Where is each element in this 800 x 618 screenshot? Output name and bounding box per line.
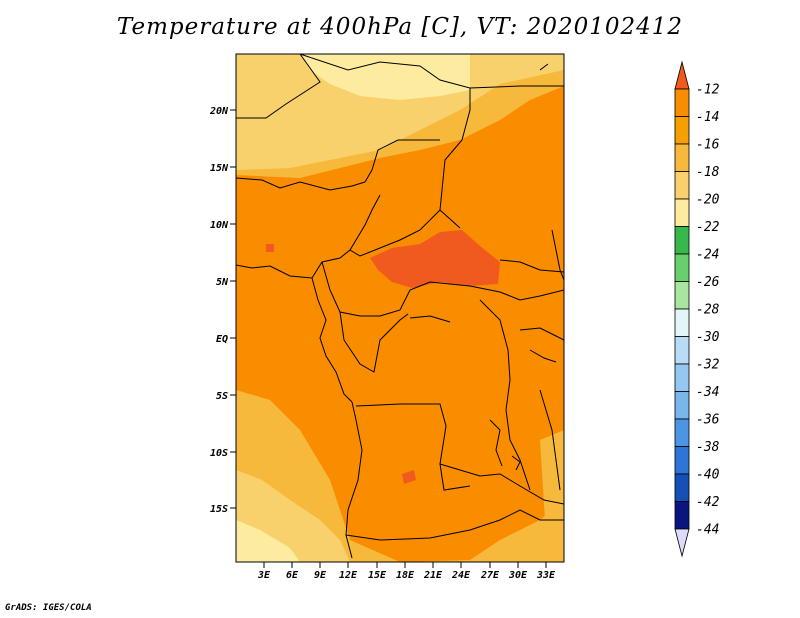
lon-label-27e: 27E	[480, 570, 500, 581]
colorbar-label: -34	[696, 385, 719, 400]
lon-label-12e: 12E	[339, 570, 358, 581]
field-east-strip	[530, 430, 564, 562]
colorbar-label: -40	[696, 468, 720, 483]
colorbar-label: -24	[696, 248, 719, 263]
grads-credit: GrADS: IGES/COLA	[5, 603, 92, 613]
map-title: Temperature at 400hPa [C], VT: 202010241…	[116, 14, 684, 40]
lat-label-20n: 20N	[209, 106, 229, 117]
colorbar-swatch	[674, 473, 690, 502]
colorbar-swatch	[674, 501, 690, 530]
field-warm-core	[370, 230, 500, 288]
lon-label-9e: 9E	[314, 570, 327, 581]
lat-label-10n: 10N	[210, 220, 229, 231]
field-southwest-coolest	[236, 520, 300, 562]
colorbar-label: -38	[696, 440, 720, 455]
colorbar-label: -16	[696, 138, 720, 153]
colorbar-label: -18	[696, 165, 720, 180]
colorbar-arrow-bottom	[674, 528, 690, 558]
colorbar-label: -28	[696, 303, 720, 318]
colorbar-label: -20	[696, 193, 720, 208]
colorbar-swatch	[674, 198, 690, 227]
colorbar-swatch	[674, 418, 690, 447]
colorbar-label: -32	[696, 358, 720, 373]
colorbar-label: -36	[696, 413, 720, 428]
colorbar-label: -22	[696, 220, 720, 235]
field-north-coolest	[300, 54, 470, 100]
colorbar-swatch	[674, 363, 690, 392]
lon-label-6e: 6E	[286, 570, 299, 581]
colorbar: -12 -14 -16 -18 -20 -22 -24 -26 -28 -30 -32 -34 -36 -…	[674, 60, 720, 558]
colorbar-arrow-top	[674, 60, 690, 90]
colorbar-swatch	[674, 226, 690, 255]
colorbar-swatch	[674, 88, 690, 117]
lat-label-15s: 15S	[210, 504, 228, 515]
colorbar-label: -30	[696, 330, 720, 345]
lon-label-24e: 24E	[451, 570, 471, 581]
colorbar-label: -44	[696, 523, 719, 538]
colorbar-label: -42	[696, 495, 720, 510]
lon-label-21e: 21E	[423, 570, 443, 581]
country-borders	[236, 54, 564, 559]
field-warm-spot-south	[402, 470, 416, 484]
field-warm-spot-west	[266, 244, 274, 252]
latitude-axis: 20N 15N 10N 5N EQ 5S 10S 15S	[209, 106, 236, 515]
lat-label-10s: 10S	[210, 448, 228, 459]
lat-label-15n: 15N	[210, 163, 229, 174]
lon-label-3e: 3E	[257, 570, 271, 581]
lon-label-30e: 30E	[508, 570, 528, 581]
temperature-field	[236, 54, 564, 562]
colorbar-label: -26	[696, 275, 720, 290]
colorbar-swatch	[674, 391, 690, 420]
colorbar-swatch	[674, 446, 690, 475]
colorbar-swatch	[674, 336, 690, 365]
colorbar-swatch	[674, 143, 690, 172]
field-warm-body	[236, 86, 564, 562]
colorbar-swatch	[674, 308, 690, 337]
lon-label-33e: 33E	[536, 570, 556, 581]
lat-label-5n: 5N	[216, 277, 229, 288]
lat-label-5s: 5S	[216, 391, 228, 402]
lon-label-15e: 15E	[368, 570, 387, 581]
colorbar-swatch	[674, 253, 690, 282]
lat-label-eq: EQ	[216, 334, 228, 345]
map-frame	[235, 53, 565, 563]
longitude-axis: 3E 6E 9E 12E 15E 18E 21E 24E 27E 30E 33E	[257, 562, 556, 581]
colorbar-swatch	[674, 116, 690, 145]
colorbar-label: -12	[696, 83, 720, 98]
colorbar-swatch	[674, 281, 690, 310]
lon-label-18e: 18E	[396, 570, 415, 581]
colorbar-swatch	[674, 171, 690, 200]
colorbar-label: -14	[696, 110, 719, 125]
